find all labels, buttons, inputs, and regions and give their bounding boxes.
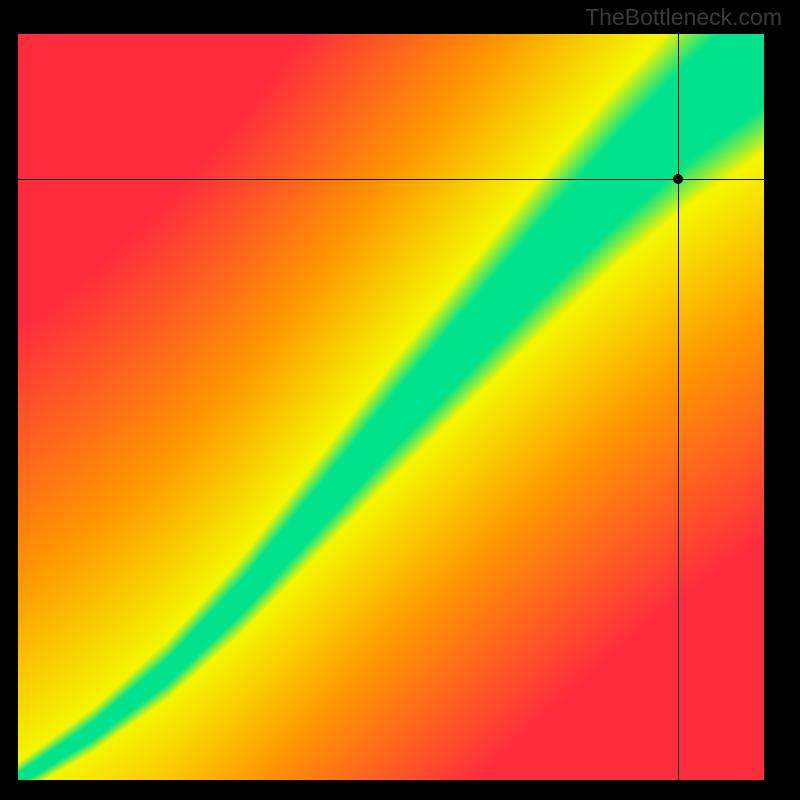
crosshair-dot: [673, 174, 683, 184]
watermark-text: TheBottleneck.com: [585, 4, 782, 31]
crosshair-vertical: [678, 0, 679, 800]
heatmap-plot: [18, 34, 764, 780]
heatmap-canvas: [18, 34, 764, 780]
chart-container: TheBottleneck.com: [0, 0, 800, 800]
